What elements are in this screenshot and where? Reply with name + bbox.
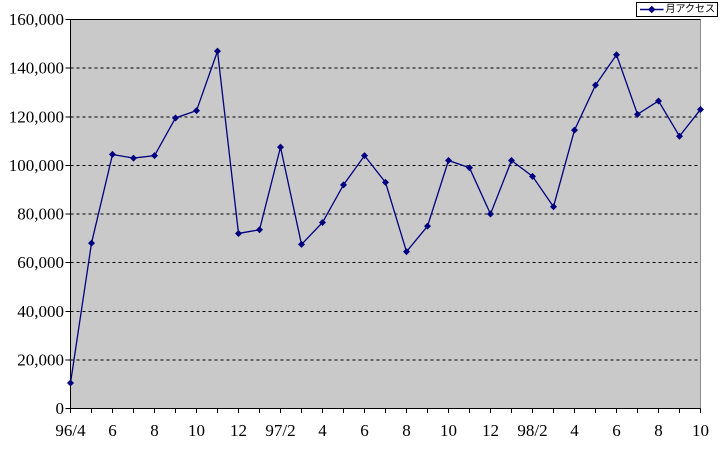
data-point — [424, 222, 431, 230]
x-axis-label: 6 — [108, 421, 117, 440]
y-axis-label: 140,000 — [9, 59, 64, 78]
data-point — [655, 97, 662, 105]
x-axis-label: 10 — [188, 421, 205, 440]
data-point — [403, 248, 410, 256]
x-axis-label: 4 — [570, 421, 579, 440]
data-point — [613, 51, 620, 59]
x-axis-label: 12 — [230, 421, 247, 440]
x-axis-label: 97/2 — [265, 421, 295, 440]
y-axis-label: 60,000 — [17, 253, 64, 272]
data-point — [256, 226, 263, 234]
y-axis-label: 120,000 — [9, 107, 64, 126]
y-axis-label: 40,000 — [17, 302, 64, 321]
data-point — [88, 239, 95, 247]
data-point — [130, 154, 137, 162]
x-axis-label: 8 — [402, 421, 411, 440]
y-axis-label: 80,000 — [17, 205, 64, 224]
data-point — [508, 157, 515, 165]
x-axis-label: 8 — [654, 421, 663, 440]
data-point — [172, 114, 179, 122]
data-point — [550, 203, 557, 211]
data-point — [676, 132, 683, 140]
data-point — [382, 178, 389, 186]
x-axis-label: 98/2 — [517, 421, 547, 440]
data-point — [634, 110, 641, 118]
x-axis-label: 8 — [150, 421, 159, 440]
x-axis-label: 10 — [440, 421, 457, 440]
legend-line-marker-icon — [639, 5, 664, 14]
data-point — [67, 379, 74, 387]
data-point — [487, 210, 494, 218]
x-axis-label: 96/4 — [55, 421, 86, 440]
data-point — [592, 81, 599, 89]
y-axis-label: 0 — [56, 399, 65, 418]
legend: 月アクセス — [636, 2, 718, 17]
y-axis-label: 20,000 — [17, 350, 64, 369]
x-axis-label: 6 — [612, 421, 621, 440]
data-point — [571, 126, 578, 134]
x-axis-label: 12 — [482, 421, 499, 440]
data-point — [319, 219, 326, 227]
data-point — [466, 164, 473, 172]
data-point — [529, 172, 536, 180]
data-point — [235, 229, 242, 237]
data-point — [697, 105, 704, 113]
data-point — [109, 150, 116, 158]
y-axis-label: 160,000 — [9, 10, 64, 29]
data-point — [193, 107, 200, 115]
data-point — [340, 181, 347, 189]
x-axis-label: 10 — [692, 421, 709, 440]
data-point — [277, 143, 284, 151]
x-axis-label: 6 — [360, 421, 369, 440]
data-point — [298, 240, 305, 248]
y-axis-label: 100,000 — [9, 156, 64, 175]
legend-diamond-icon — [647, 5, 656, 14]
data-point — [445, 157, 452, 165]
data-point — [151, 152, 158, 160]
legend-label: 月アクセス — [665, 3, 716, 15]
data-point — [214, 47, 221, 55]
data-point — [361, 152, 368, 160]
x-axis-label: 4 — [318, 421, 327, 440]
